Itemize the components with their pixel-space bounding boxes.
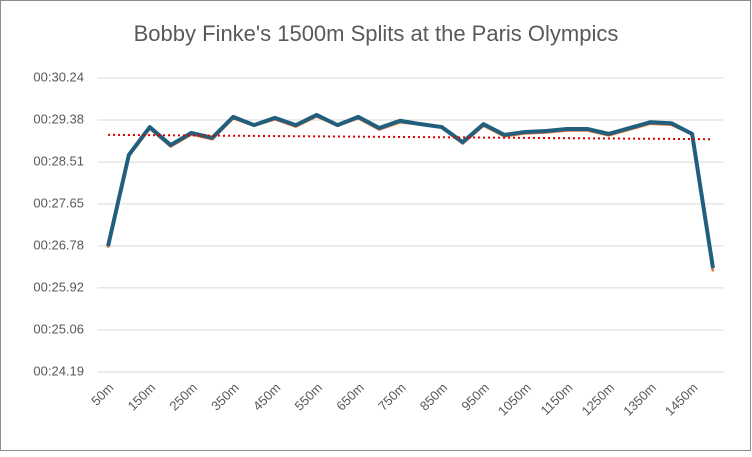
trendline [108, 133, 713, 141]
chart-title: Bobby Finke's 1500m Splits at the Paris … [134, 21, 619, 46]
y-tick-label: 00:28.51 [33, 154, 84, 169]
y-tick-label: 00:30.24 [33, 69, 84, 84]
y-tick-label: 00:27.65 [33, 195, 84, 210]
y-tick-label: 00:24.19 [33, 363, 84, 378]
series-line [106, 112, 715, 269]
y-tick-label: 00:26.78 [33, 237, 84, 252]
y-tick-label: 00:25.92 [33, 279, 84, 294]
y-tick-label: 00:29.38 [33, 111, 84, 126]
y-tick-label: 00:25.06 [33, 321, 84, 336]
